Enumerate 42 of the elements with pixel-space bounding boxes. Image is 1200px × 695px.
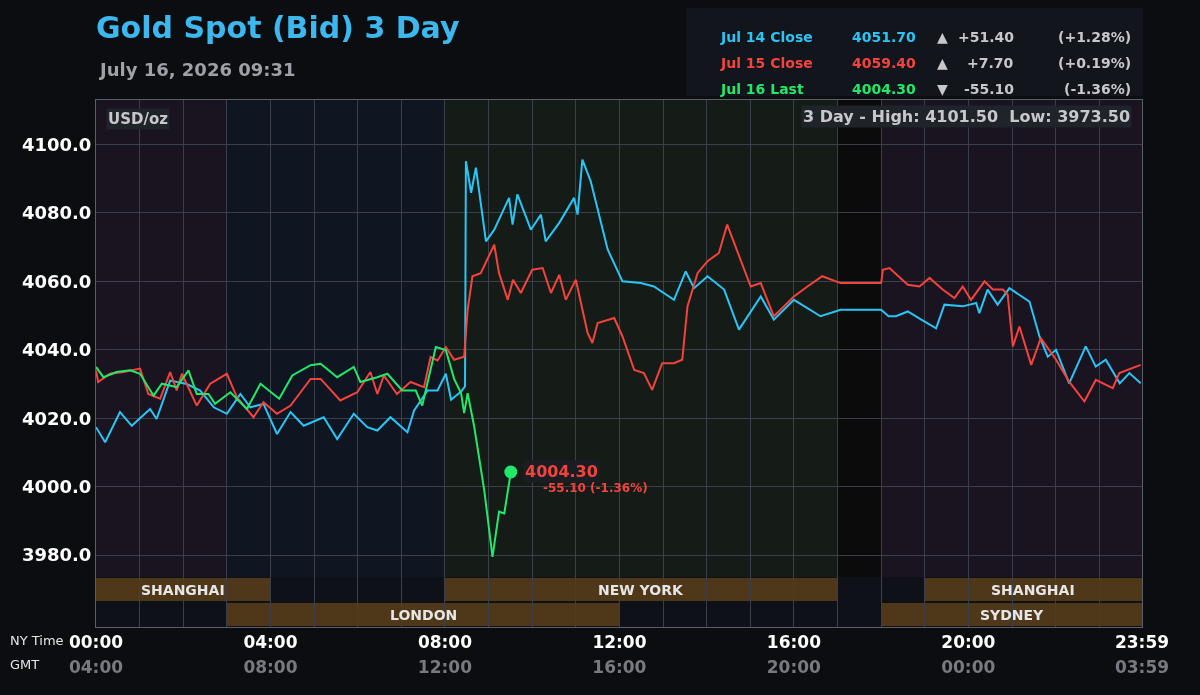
text: 4004.30 ▼ -55.10 (-1.36%) [852,81,1132,97]
band-label: NEW YORK [598,582,684,598]
x-axis-title: NY Time [10,633,64,648]
y-tick-label: 4020.0 [21,407,92,429]
y-tick-label: 4060.0 [21,270,92,292]
y-tick-label: 4000.0 [21,475,92,497]
text: 4051.70 ▲ +51.40 (+1.28%) [852,29,1132,45]
x-tick-label: 23:59 [1114,632,1170,653]
x-tick-label: 16:00 [766,632,822,653]
x2-tick-label: 12:00 [417,657,473,677]
annotation: 3 Day - High: 4101.50 Low: 3973.50 [803,107,1131,126]
y-tick-label: 4100.0 [21,133,92,155]
x-tick-label: 04:00 [243,632,298,653]
x-tick-label: 08:00 [417,632,473,653]
line-series [96,158,1142,444]
x2-tick-label: 08:00 [243,657,298,677]
band-label: SHANGHAI [991,582,1075,598]
annotation: 4004.30 [525,462,598,481]
x2-axis-title: GMT [10,657,40,672]
text: 4059.40 ▲ +7.70 (+0.19%) [852,55,1132,71]
band-label: SHANGHAI [141,582,225,598]
text: Jul 14 Close [720,29,813,45]
y-tick-label: 4080.0 [21,202,92,224]
chart-subtitle: July 16, 2026 09:31 [98,59,296,80]
y-tick-label: 3980.0 [21,544,92,566]
line-series [96,223,1142,419]
x2-tick-label: 00:00 [941,657,996,677]
chart-title: Gold Spot (Bid) 3 Day [96,9,460,45]
annotation: -55.10 (-1.36%) [543,481,648,495]
text: Jul 16 Last [720,81,804,97]
x-tick-label: 00:00 [68,632,124,653]
x2-tick-label: 20:00 [766,657,822,677]
band-label: SYDNEY [980,607,1045,623]
x2-tick-label: 16:00 [592,657,647,677]
text: Jul 15 Close [720,55,813,71]
y-axis-title: USD/oz [108,110,169,128]
y-tick-label: 4040.0 [21,339,92,361]
x-tick-label: 20:00 [941,632,996,653]
band-label: LONDON [390,607,458,623]
x-tick-label: 12:00 [592,632,647,653]
x2-tick-label: 04:00 [68,657,124,677]
x2-tick-label: 03:59 [1114,657,1170,677]
